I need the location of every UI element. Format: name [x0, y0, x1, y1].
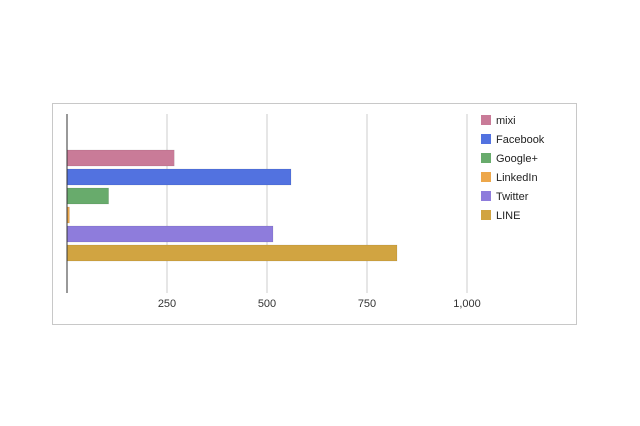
legend-label-facebook: Facebook — [496, 134, 545, 146]
bars — [66, 149, 398, 262]
bar-line — [66, 244, 398, 262]
legend-label-mixi: mixi — [496, 115, 516, 127]
legend-swatch-google- — [481, 153, 491, 163]
legend-label-google-: Google+ — [496, 153, 538, 165]
legend-swatch-twitter — [481, 191, 491, 201]
bar-mixi — [66, 149, 175, 167]
bar-twitter — [66, 225, 274, 243]
x-axis-ticks: 250 500 750 1,000 — [158, 298, 481, 310]
bar-facebook — [66, 168, 292, 186]
gridlines — [166, 114, 468, 293]
bar-google- — [66, 187, 109, 205]
legend-label-linkedin: LinkedIn — [496, 172, 538, 184]
legend-label-line: LINE — [496, 210, 520, 222]
legend-swatch-line — [481, 210, 491, 220]
bar-chart: 250 500 750 1,000 mixi Facebook Google+ Linked… — [66, 114, 545, 310]
x-tick-label: 1,000 — [453, 298, 481, 310]
x-tick-label: 250 — [158, 298, 176, 310]
legend-swatch-facebook — [481, 134, 491, 144]
x-tick-label: 500 — [258, 298, 276, 310]
legend-label-twitter: Twitter — [496, 191, 529, 203]
x-tick-label: 750 — [358, 298, 376, 310]
legend: mixi Facebook Google+ LinkedIn Twitter LINE — [481, 115, 545, 222]
legend-swatch-mixi — [481, 115, 491, 125]
legend-swatch-linkedin — [481, 172, 491, 182]
chart-frame: 250 500 750 1,000 mixi Facebook Google+ Linked… — [52, 103, 577, 325]
